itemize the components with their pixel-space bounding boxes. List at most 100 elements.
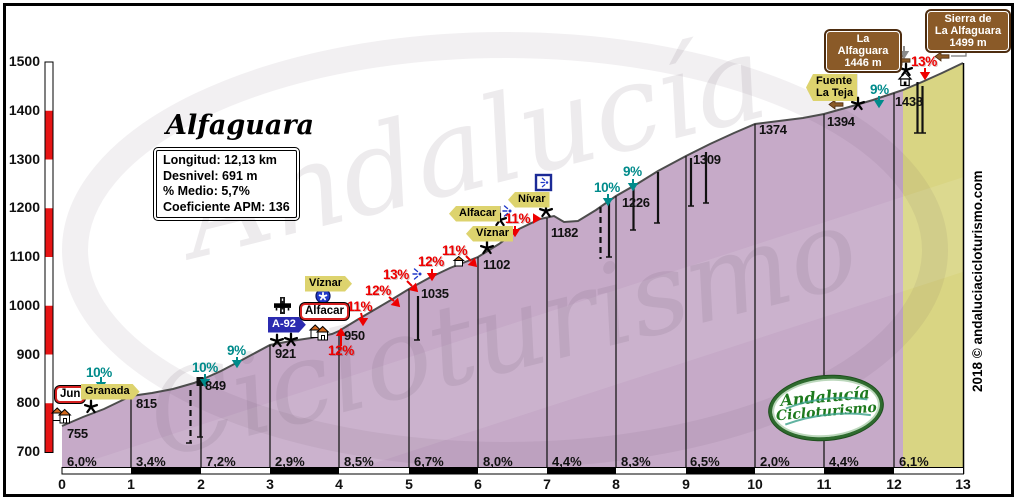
elevation-label: 849 <box>205 378 226 393</box>
overpass-icon <box>274 297 291 314</box>
x-tick: 10 <box>747 476 763 492</box>
y-tick: 800 <box>16 394 40 410</box>
segment-gradient: 8,5% <box>344 454 374 469</box>
steep-label: 13% <box>383 267 409 282</box>
elevation-label: 1309 <box>693 152 721 167</box>
elevation-label: 1374 <box>759 122 787 137</box>
x-tick: 6 <box>474 476 482 492</box>
steep-label: 11% <box>505 211 531 226</box>
x-tick: 3 <box>266 476 274 492</box>
sierra-line2: La Alfaguara <box>934 25 1002 37</box>
steep-label: 9% <box>227 343 246 358</box>
la-alfaguara-name: La Alfaguara <box>837 33 889 57</box>
elevation-scale-bar <box>44 61 54 453</box>
sierra-line1: Sierra de <box>944 13 992 25</box>
elevation-label: 1394 <box>827 114 855 129</box>
elevation-label: 755 <box>67 426 88 441</box>
x-tick: 7 <box>543 476 551 492</box>
segment-gradient: 6,7% <box>414 454 444 469</box>
steep-label: 11% <box>442 243 468 258</box>
summit-sign-sierra-de-la-alfaguara: Sierra de La Alfaguara 1499 m <box>927 11 1009 51</box>
feature-marker-lines <box>186 82 926 444</box>
segment-gradient: 6,0% <box>67 454 97 469</box>
steep-label: 10% <box>192 360 218 375</box>
direction-flag-viznar-2: Víznar <box>466 226 514 242</box>
motorway-flag-a92: A-92 <box>268 317 306 333</box>
profile-fill-paved <box>62 90 903 468</box>
elevation-label: 1102 <box>483 257 511 272</box>
steep-label: 9% <box>870 82 889 97</box>
stat-longitud: Longitud: 12,13 km <box>163 153 277 167</box>
spring-icon <box>412 268 423 280</box>
copyright-text: 2018 © andaluciacicloturismo.com <box>970 170 985 392</box>
direction-flag-viznar-1: Víznar <box>305 276 352 292</box>
fuente-line2: La Teja <box>816 86 854 99</box>
direction-flag-alfacar: Alfacar <box>449 206 501 222</box>
elevation-label: 1226 <box>622 195 650 210</box>
elevation-label: 921 <box>275 346 296 361</box>
signpost-arrow-icon <box>934 51 950 62</box>
y-tick: 1300 <box>8 151 40 167</box>
y-tick: 700 <box>16 443 40 459</box>
stat-desnivel: Desnivel: 691 m <box>163 168 258 183</box>
stat-medio: % Medio: 5,7% <box>163 184 250 198</box>
steep-label: 12% <box>328 343 354 358</box>
segment-gradient: 8,0% <box>483 454 513 469</box>
stat-coeficiente: Coeficiente APM: 136 <box>163 199 290 214</box>
x-tick: 12 <box>886 476 902 492</box>
steep-label: 11% <box>347 299 373 314</box>
segment-gradient: 2,0% <box>760 454 790 469</box>
segment-gradient: 6,1% <box>899 454 929 469</box>
elevation-label: 1182 <box>551 225 579 240</box>
sierra-elevation: 1499 m <box>949 37 987 49</box>
segment-gradient: 7,2% <box>206 454 236 469</box>
x-tick: 4 <box>335 476 343 492</box>
town-sign-alfacar: Alfacar <box>300 303 349 320</box>
viewpoint-sign-icon <box>534 173 553 192</box>
direction-flag-granada: Granada <box>81 384 140 400</box>
andalucia-cicloturismo-logo: Andalucía Cicloturismo <box>766 371 886 445</box>
segment-gradient: 4,4% <box>829 454 859 469</box>
elevation-label: 1438 <box>895 94 923 109</box>
town-sign-jun: Jun <box>55 386 86 403</box>
steep-label: 12% <box>418 254 444 269</box>
x-tick: 5 <box>405 476 413 492</box>
steep-label: 10% <box>594 180 620 195</box>
summit-sign-la-alfaguara: La Alfaguara 1446 m <box>826 31 900 71</box>
profile-fill-summit-sector <box>903 63 963 468</box>
elevation-label: 950 <box>344 328 365 343</box>
map-icons <box>51 51 950 424</box>
houses-icon <box>51 407 71 424</box>
chart-title: Alfaguara <box>166 110 315 141</box>
y-tick: 1100 <box>9 248 40 264</box>
x-tick: 0 <box>58 476 66 492</box>
direction-flag-nivar: Nívar <box>508 192 550 208</box>
segment-gradient: 8,3% <box>621 454 651 469</box>
climb-stats-box: Longitud: 12,13 km Desnivel: 691 m % Med… <box>153 147 300 221</box>
segment-gradient: 4,4% <box>552 454 582 469</box>
profile-area <box>0 63 1017 500</box>
y-tick: 1000 <box>8 297 40 313</box>
fuente-line1: Fuente <box>816 75 853 87</box>
la-alfaguara-elevation: 1446 m <box>844 57 882 69</box>
x-tick: 1 <box>127 476 135 492</box>
junction-star-icon <box>83 399 99 414</box>
logo-swoosh <box>784 396 871 426</box>
x-tick: 11 <box>816 476 832 492</box>
y-tick: 1400 <box>8 102 40 118</box>
y-tick: 1200 <box>8 199 40 215</box>
elevation-label: 815 <box>136 396 157 411</box>
segment-gradient: 6,5% <box>690 454 720 469</box>
elevation-label: 1035 <box>421 286 449 301</box>
y-tick: 900 <box>16 346 40 362</box>
segment-gradient: 3,4% <box>136 454 166 469</box>
steep-label: 10% <box>86 365 112 380</box>
x-tick: 9 <box>682 476 690 492</box>
steep-label: 9% <box>623 164 642 179</box>
x-tick: 8 <box>612 476 620 492</box>
steep-gradient-arrows <box>96 46 930 390</box>
segment-gradient: 2,9% <box>275 454 305 469</box>
km-band <box>61 467 964 475</box>
x-tick: 13 <box>955 476 971 492</box>
